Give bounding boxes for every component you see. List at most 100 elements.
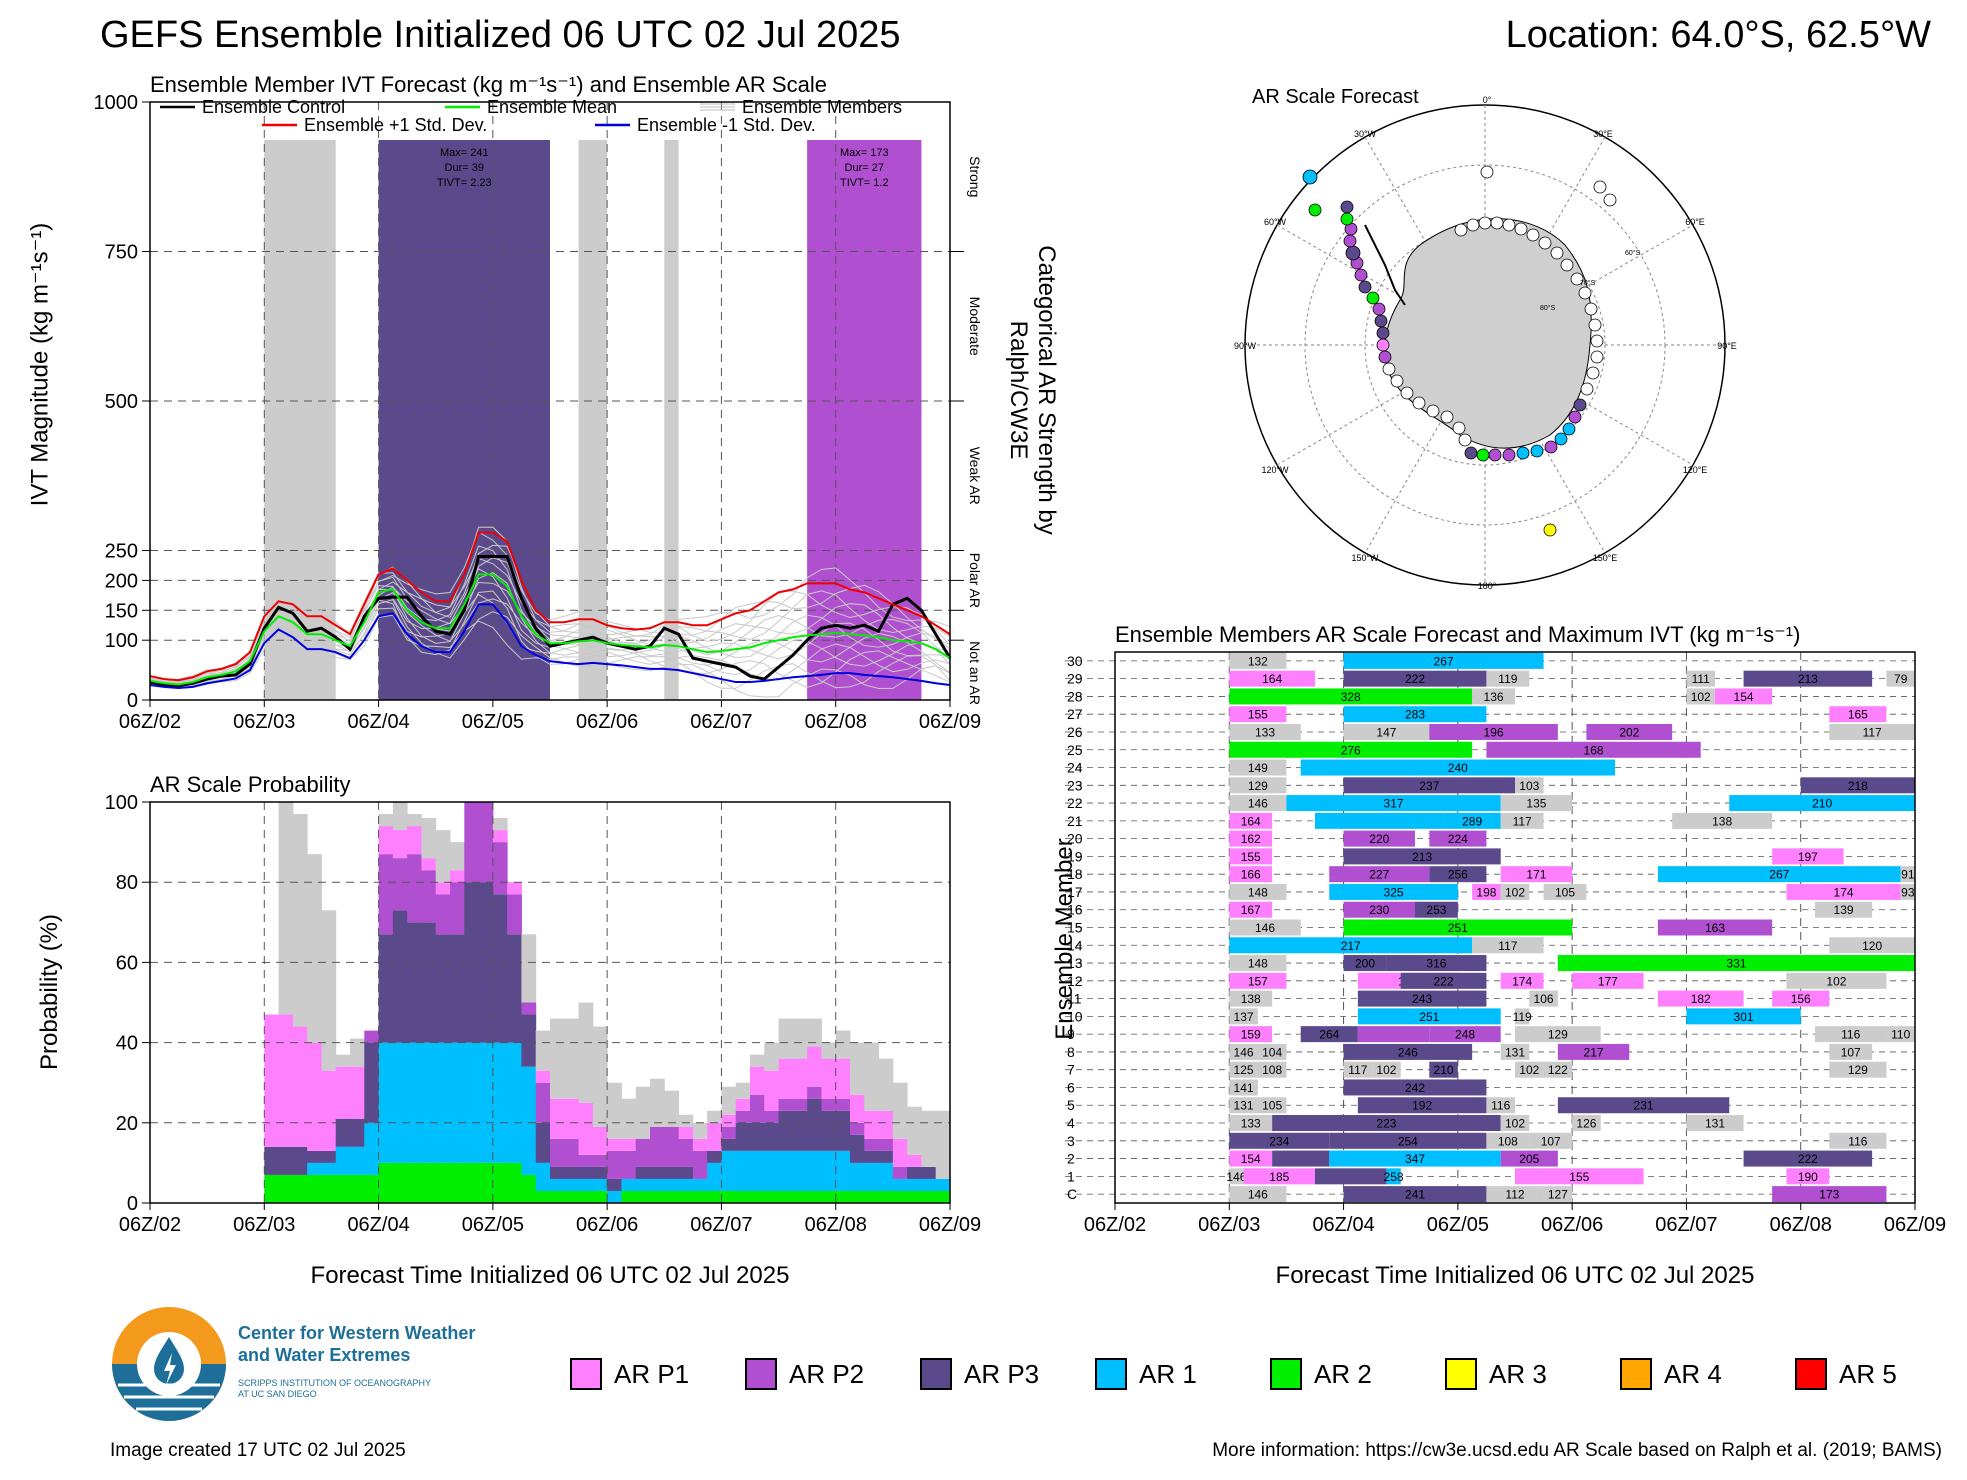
prob-bar-AR1 — [364, 1122, 380, 1175]
prob-bar-P2 — [607, 1150, 622, 1179]
prob-bar-AR1 — [450, 1042, 465, 1163]
matrix-segment-value: 129 — [1848, 1063, 1868, 1077]
prob-bar-AR1 — [764, 1150, 780, 1191]
matrix-segment-AR2 — [1229, 688, 1473, 705]
prob-bar-AR2 — [807, 1190, 822, 1203]
ivt-x-tick-label: 06Z/07 — [690, 711, 752, 733]
map-lon-label: 90°W — [1234, 341, 1257, 351]
matrix-segment-NONE — [1229, 883, 1287, 900]
prob-bar-AR2 — [321, 1174, 337, 1203]
prob-x-tick-label: 06Z/02 — [119, 1214, 181, 1236]
legend-minus-label: Ensemble -1 Std. Dev. — [637, 115, 816, 135]
prob-bar-P1 — [292, 1026, 308, 1147]
matrix-segment-NONE — [1572, 1115, 1601, 1132]
prob-bar-NONE — [435, 830, 451, 883]
matrix-segment-value: 182 — [1691, 992, 1711, 1006]
prob-bar-P2 — [735, 1110, 751, 1123]
matrix-segment-value: 146 — [1248, 1188, 1268, 1202]
matrix-segment-AR1 — [1357, 1008, 1501, 1025]
matrix-segment-NONE — [1229, 1168, 1244, 1185]
matrix-segment-value: 129 — [1548, 1028, 1568, 1042]
matrix-segment-P1 — [1515, 1168, 1644, 1185]
matrix-segment-P3 — [1315, 1168, 1387, 1185]
category-tick-label: Weak AR — [967, 447, 983, 505]
prob-bar-NONE — [921, 1110, 937, 1167]
matrix-row-label: C — [1067, 1186, 1077, 1202]
prob-bar-NONE — [535, 1030, 551, 1071]
ar-legend-label: AR 1 — [1139, 1358, 1197, 1389]
prob-x-tick-label: 06Z/05 — [462, 1214, 524, 1236]
prob-bar-AR2 — [750, 1190, 765, 1203]
prob-bar-AR2 — [278, 1174, 294, 1203]
matrix-segment-value: 156 — [1791, 992, 1811, 1006]
matrix-segment-value: 251 — [1448, 921, 1468, 935]
prob-bar-P2 — [635, 1138, 651, 1167]
matrix-row-label: 13 — [1067, 955, 1083, 971]
prob-bar-P3 — [792, 1110, 808, 1151]
prob-bar-P1 — [721, 1114, 737, 1127]
matrix-segment-value: 177 — [1598, 974, 1618, 988]
matrix-segment-value: 162 — [1241, 832, 1261, 846]
matrix-segment-NONE — [1686, 688, 1715, 705]
matrix-segment-AR1 — [1729, 795, 1915, 812]
prob-bar-P3 — [535, 1122, 551, 1163]
matrix-segment-P2 — [1500, 1150, 1558, 1167]
prob-bar-AR1 — [807, 1150, 822, 1191]
ar-event-label: Max= 241 — [440, 147, 489, 159]
prob-bar-NONE — [335, 1054, 351, 1067]
matrix-segment-value: 155 — [1241, 850, 1261, 864]
prob-bar-NONE — [378, 814, 394, 827]
prob-bar-P1 — [378, 826, 394, 855]
prob-bar-AR1 — [921, 1178, 937, 1191]
prob-bar-P3 — [721, 1138, 737, 1151]
matrix-segment-NONE — [1229, 1043, 1258, 1060]
matrix-segment-value: 106 — [1534, 992, 1554, 1006]
logo-line1: Center for Western Weather — [238, 1323, 476, 1343]
prob-bar-AR2 — [364, 1174, 380, 1203]
prob-bar-AR1 — [678, 1178, 694, 1191]
map-lon-label: 0° — [1483, 95, 1492, 105]
prob-bar-AR2 — [578, 1190, 594, 1203]
matrix-segment-value: 316 — [1426, 957, 1446, 971]
matrix-row-label: 14 — [1067, 937, 1083, 953]
matrix-row-label: 24 — [1067, 760, 1083, 776]
prob-x-tick-label: 06Z/09 — [919, 1214, 981, 1236]
matrix-segment-value: 210 — [1434, 1063, 1454, 1077]
matrix-segment-value: 111 — [1692, 672, 1711, 686]
matrix-segment-NONE — [1815, 901, 1873, 918]
prob-bar-NONE — [778, 1018, 794, 1059]
ar-legend-label: AR P2 — [789, 1358, 865, 1389]
prob-bar-P3 — [307, 1150, 322, 1163]
matrix-segment-value: 133 — [1255, 725, 1275, 739]
prob-bar-AR1 — [592, 1178, 608, 1191]
ar-legend-item: AR P3 — [920, 1358, 1039, 1390]
prob-bar-P3 — [592, 1166, 608, 1179]
prob-bar-P3 — [478, 882, 494, 1043]
matrix-segment-NONE — [1229, 990, 1273, 1007]
prob-bar-P2 — [592, 1154, 608, 1167]
prob-bar-NONE — [664, 1090, 680, 1127]
prob-bar-AR1 — [892, 1178, 908, 1191]
matrix-segment-P3 — [1429, 866, 1487, 883]
matrix-segment-P3 — [1272, 1115, 1501, 1132]
map-lon-label: 90°E — [1717, 341, 1737, 351]
matrix-row-label: 17 — [1067, 884, 1083, 900]
prob-bar-AR1 — [850, 1162, 865, 1191]
prob-bar-P3 — [678, 1166, 694, 1179]
prob-bar-P2 — [750, 1094, 765, 1123]
prob-bar-P3 — [321, 1150, 337, 1163]
prob-bar-P3 — [521, 1014, 537, 1067]
matrix-segment-value: 237 — [1419, 779, 1439, 793]
matrix-row-label: 8 — [1067, 1044, 1075, 1060]
matrix-segment-value: 122 — [1548, 1063, 1568, 1077]
matrix-segment-value: 267 — [1769, 868, 1789, 882]
prob-bar-NONE — [292, 814, 308, 1027]
matrix-segment-P3 — [1386, 955, 1487, 972]
prob-bar-AR2 — [935, 1190, 951, 1203]
matrix-segment-NONE — [1500, 795, 1573, 812]
map-lon-label: 30°E — [1593, 129, 1613, 139]
matrix-segment-value: 218 — [1848, 779, 1868, 793]
matrix-row-label: 18 — [1067, 866, 1083, 882]
matrix-segment-P3 — [1400, 972, 1487, 989]
prob-bar-P3 — [764, 1122, 780, 1151]
